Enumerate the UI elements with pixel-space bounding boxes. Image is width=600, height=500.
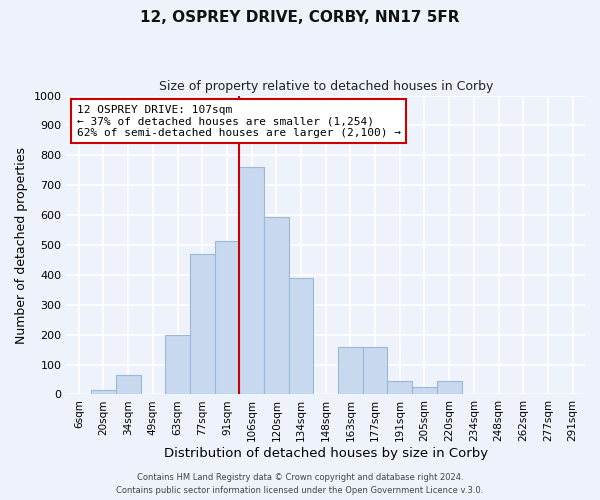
- X-axis label: Distribution of detached houses by size in Corby: Distribution of detached houses by size …: [164, 447, 488, 460]
- Y-axis label: Number of detached properties: Number of detached properties: [15, 146, 28, 344]
- Bar: [239, 168, 264, 394]
- Bar: [116, 375, 140, 394]
- Text: Contains HM Land Registry data © Crown copyright and database right 2024.
Contai: Contains HM Land Registry data © Crown c…: [116, 474, 484, 495]
- Bar: [264, 216, 289, 394]
- Bar: [165, 334, 190, 394]
- Bar: [412, 387, 437, 394]
- Bar: [363, 346, 388, 395]
- Title: Size of property relative to detached houses in Corby: Size of property relative to detached ho…: [158, 80, 493, 93]
- Bar: [91, 390, 116, 394]
- Bar: [215, 240, 239, 394]
- Text: 12, OSPREY DRIVE, CORBY, NN17 5FR: 12, OSPREY DRIVE, CORBY, NN17 5FR: [140, 10, 460, 25]
- Bar: [289, 278, 313, 394]
- Bar: [388, 381, 412, 394]
- Text: 12 OSPREY DRIVE: 107sqm
← 37% of detached houses are smaller (1,254)
62% of semi: 12 OSPREY DRIVE: 107sqm ← 37% of detache…: [77, 104, 401, 138]
- Bar: [338, 346, 363, 395]
- Bar: [190, 254, 215, 394]
- Bar: [437, 381, 461, 394]
